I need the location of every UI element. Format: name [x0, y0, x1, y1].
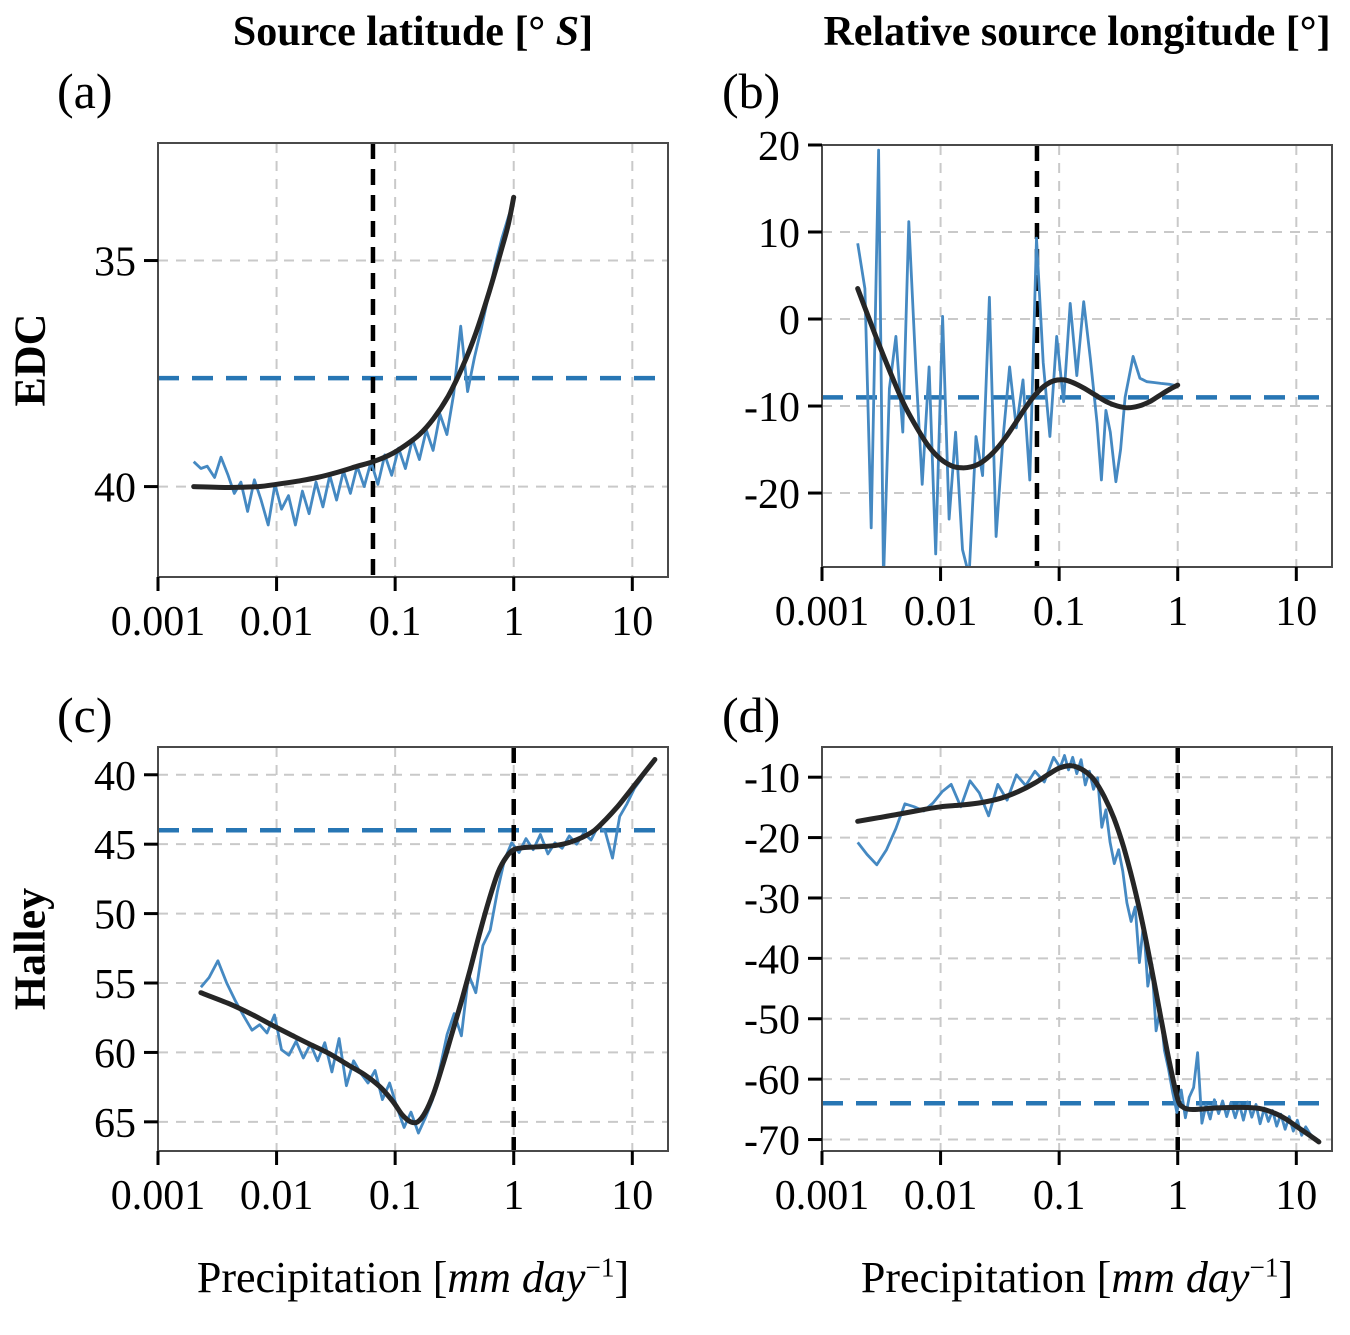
series-group — [198, 757, 658, 1135]
xaxis-title-left: Precipitation [mm day−1] — [197, 1252, 629, 1303]
xaxis-title-sup: −1 — [585, 1252, 615, 1283]
x-tick-label: 10 — [611, 599, 653, 645]
y-tick-label: 40 — [94, 466, 136, 512]
x-tick-label: 0.1 — [369, 599, 422, 645]
y-tick-label: 0 — [779, 298, 800, 344]
y-tick-label: -20 — [744, 817, 800, 863]
x-tick-label: 1 — [1167, 589, 1188, 635]
plot-spines — [157, 142, 669, 578]
series-group — [191, 194, 517, 527]
y-tick-label: 10 — [758, 211, 800, 257]
y-tick-label: 65 — [94, 1101, 136, 1147]
xaxis-title-italic: mm day — [1111, 1253, 1250, 1302]
y-tick-label: 55 — [94, 962, 136, 1008]
y-tick-label: 35 — [94, 240, 136, 286]
x-tick-label: 1 — [1167, 1173, 1188, 1219]
plot-spines — [821, 746, 1333, 1152]
panel-label-d: (d) — [722, 687, 781, 743]
y-tick-label: -10 — [744, 756, 800, 802]
column-title-left-italic: S — [555, 9, 580, 55]
xaxis-title-italic: mm day — [447, 1253, 586, 1302]
raw-data-line — [192, 201, 516, 527]
xaxis-title-post: ] — [614, 1253, 630, 1302]
column-title-relative-longitude: Relative source longitude [°] — [823, 8, 1330, 56]
column-title-right-text: Relative source longitude [°] — [823, 9, 1331, 55]
y-tick-label: 50 — [94, 893, 136, 939]
y-tick-label: -10 — [744, 385, 800, 431]
x-tick-label: 1 — [503, 1173, 524, 1219]
panel-label-b: (b) — [722, 63, 781, 119]
raw-data-line — [199, 758, 656, 1135]
xaxis-title-sup: −1 — [1249, 1252, 1279, 1283]
y-tick-label: -60 — [744, 1058, 800, 1104]
x-tick-label: 0.01 — [240, 1173, 314, 1219]
panel-b: 0.001 0.01 0.1 1 10 20 10 0 -10 -20 — [744, 124, 1333, 635]
raw-data-line — [856, 754, 1320, 1143]
y-tick-label: -20 — [744, 472, 800, 518]
y-tick-label: -30 — [744, 877, 800, 923]
x-tick-label: 0.01 — [904, 1173, 978, 1219]
xaxis-title-right: Precipitation [mm day−1] — [861, 1252, 1293, 1303]
y-tick-label: -70 — [744, 1119, 800, 1165]
column-title-left-pre: Source latitude [° — [232, 9, 556, 55]
x-tick-label: 1 — [503, 599, 524, 645]
column-title-source-latitude: Source latitude [° S] — [233, 8, 593, 56]
x-tick-label: 10 — [1275, 589, 1317, 635]
row-label-halley: Halley — [5, 887, 55, 1011]
series-group — [855, 148, 1181, 567]
x-tick-label: 0.01 — [904, 589, 978, 635]
xaxis-title-pre: Precipitation [ — [860, 1253, 1112, 1302]
panel-d: 0.001 0.01 0.1 1 10 -10 -20 -30 -40 -50 -60 -70 — [744, 746, 1333, 1219]
y-tick-label: -50 — [744, 998, 800, 1044]
smoothed-fit-line — [198, 757, 658, 1126]
panel-a: 0.001 0.01 0.1 1 10 35 40 — [94, 142, 669, 645]
x-tick-label: 10 — [611, 1173, 653, 1219]
x-tick-label: 10 — [1275, 1173, 1317, 1219]
y-tick-label: 20 — [758, 124, 800, 170]
smoothed-fit-line — [191, 194, 517, 490]
panel-label-c: (c) — [57, 687, 113, 743]
x-tick-label: 0.001 — [775, 1173, 870, 1219]
x-tick-label: 0.1 — [369, 1173, 422, 1219]
smoothed-fit-line — [855, 763, 1322, 1145]
x-tick-label: 0.1 — [1033, 589, 1086, 635]
x-tick-label: 0.001 — [775, 589, 870, 635]
y-tick-label: 60 — [94, 1031, 136, 1077]
y-tick-label: 45 — [94, 823, 136, 869]
xaxis-title-post: ] — [1278, 1253, 1294, 1302]
panel-c: 0.001 0.01 0.1 1 10 40 45 50 55 60 65 — [94, 746, 669, 1219]
y-tick-label: -40 — [744, 937, 800, 983]
xaxis-title-pre: Precipitation [ — [196, 1253, 448, 1302]
y-tick-label: 40 — [94, 754, 136, 800]
row-label-edc: EDC — [5, 313, 55, 407]
plot-spines — [821, 144, 1333, 568]
x-tick-label: 0.01 — [240, 599, 314, 645]
column-title-left-post: ] — [579, 9, 594, 55]
panel-label-a: (a) — [57, 63, 113, 119]
series-group — [855, 754, 1322, 1145]
raw-data-line — [856, 148, 1178, 567]
x-tick-label: 0.001 — [111, 1173, 206, 1219]
x-tick-label: 0.001 — [111, 599, 206, 645]
smoothed-fit-line — [855, 286, 1181, 471]
plot-spines — [157, 746, 669, 1152]
x-tick-label: 0.1 — [1033, 1173, 1086, 1219]
